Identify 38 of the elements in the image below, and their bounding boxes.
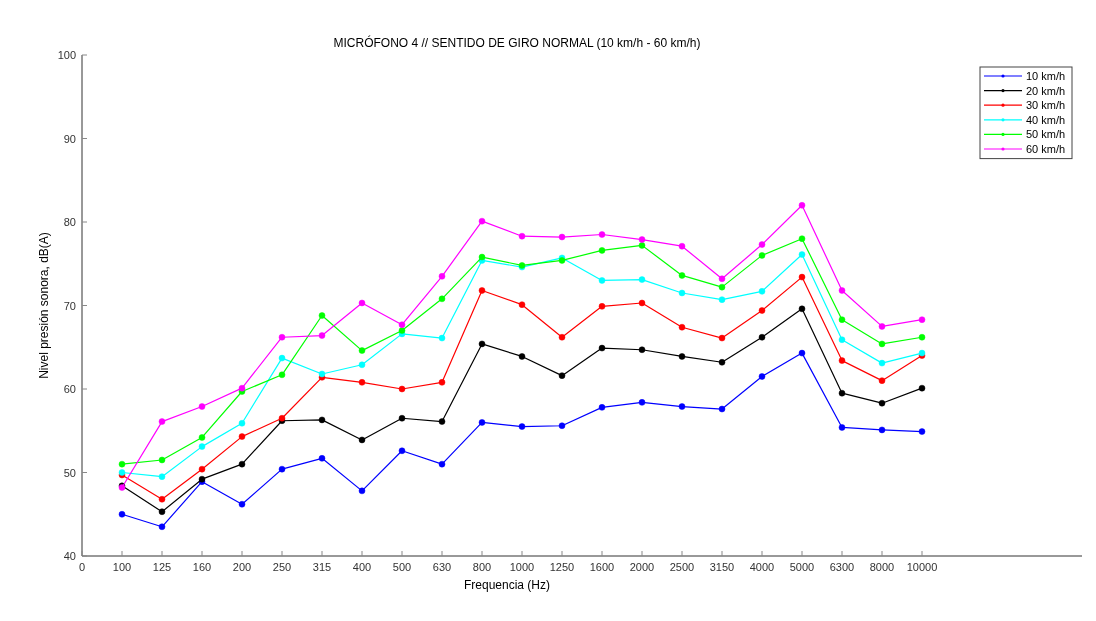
- chart-title: MICRÓFONO 4 // SENTIDO DE GIRO NORMAL (10 km/h - 60 km/h): [333, 35, 701, 50]
- x-tick-label: 125: [152, 561, 172, 573]
- x-tick-label: 250: [272, 561, 292, 573]
- y-tick-label: 50: [63, 466, 76, 479]
- x-axis-title: Frequencia (Hz): [463, 578, 551, 592]
- x-tick-label: 1000: [509, 561, 535, 573]
- x-tick-label: 1250: [549, 561, 575, 573]
- x-tick-label: 3150: [709, 561, 735, 573]
- y-tick-label: 100: [57, 49, 76, 61]
- x-tick-label: 100: [112, 561, 132, 573]
- y-tick-label: 70: [63, 299, 76, 312]
- legend-label: 20 km/h: [1026, 84, 1066, 97]
- legend-label: 40 km/h: [1026, 113, 1066, 126]
- x-tick-label: 800: [472, 561, 492, 573]
- y-tick-label: 60: [63, 383, 76, 395]
- x-tick-label: 6300: [829, 561, 855, 573]
- legend-label: 50 km/h: [1026, 128, 1066, 141]
- x-tick-label: 400: [352, 561, 372, 573]
- x-tick-label: 160: [192, 561, 212, 573]
- x-tick-label: 8000: [869, 561, 895, 573]
- legend-label: 60 km/h: [1026, 143, 1066, 155]
- y-tick-label: 40: [63, 550, 76, 562]
- y-axis-title: Nivel presión sonora, dB(A): [37, 232, 51, 379]
- x-tick-label: 315: [312, 561, 332, 573]
- x-tick-label: 5000: [789, 561, 815, 573]
- x-tick-label: 2500: [669, 561, 695, 573]
- legend-label: 10 km/h: [1026, 70, 1066, 82]
- legend-label: 30 km/h: [1026, 99, 1066, 112]
- x-tick-label: 500: [392, 561, 412, 573]
- x-tick-label: 630: [432, 561, 452, 573]
- y-tick-label: 90: [63, 132, 76, 145]
- x-tick-label: 2000: [629, 561, 655, 573]
- x-tick-label: 4000: [749, 561, 775, 573]
- y-tick-label: 80: [63, 216, 76, 228]
- x-tick-label: 10000: [906, 561, 938, 573]
- x-tick-label: 1600: [589, 561, 615, 573]
- x-tick-label: 0: [78, 561, 86, 573]
- x-tick-label: 200: [232, 561, 252, 573]
